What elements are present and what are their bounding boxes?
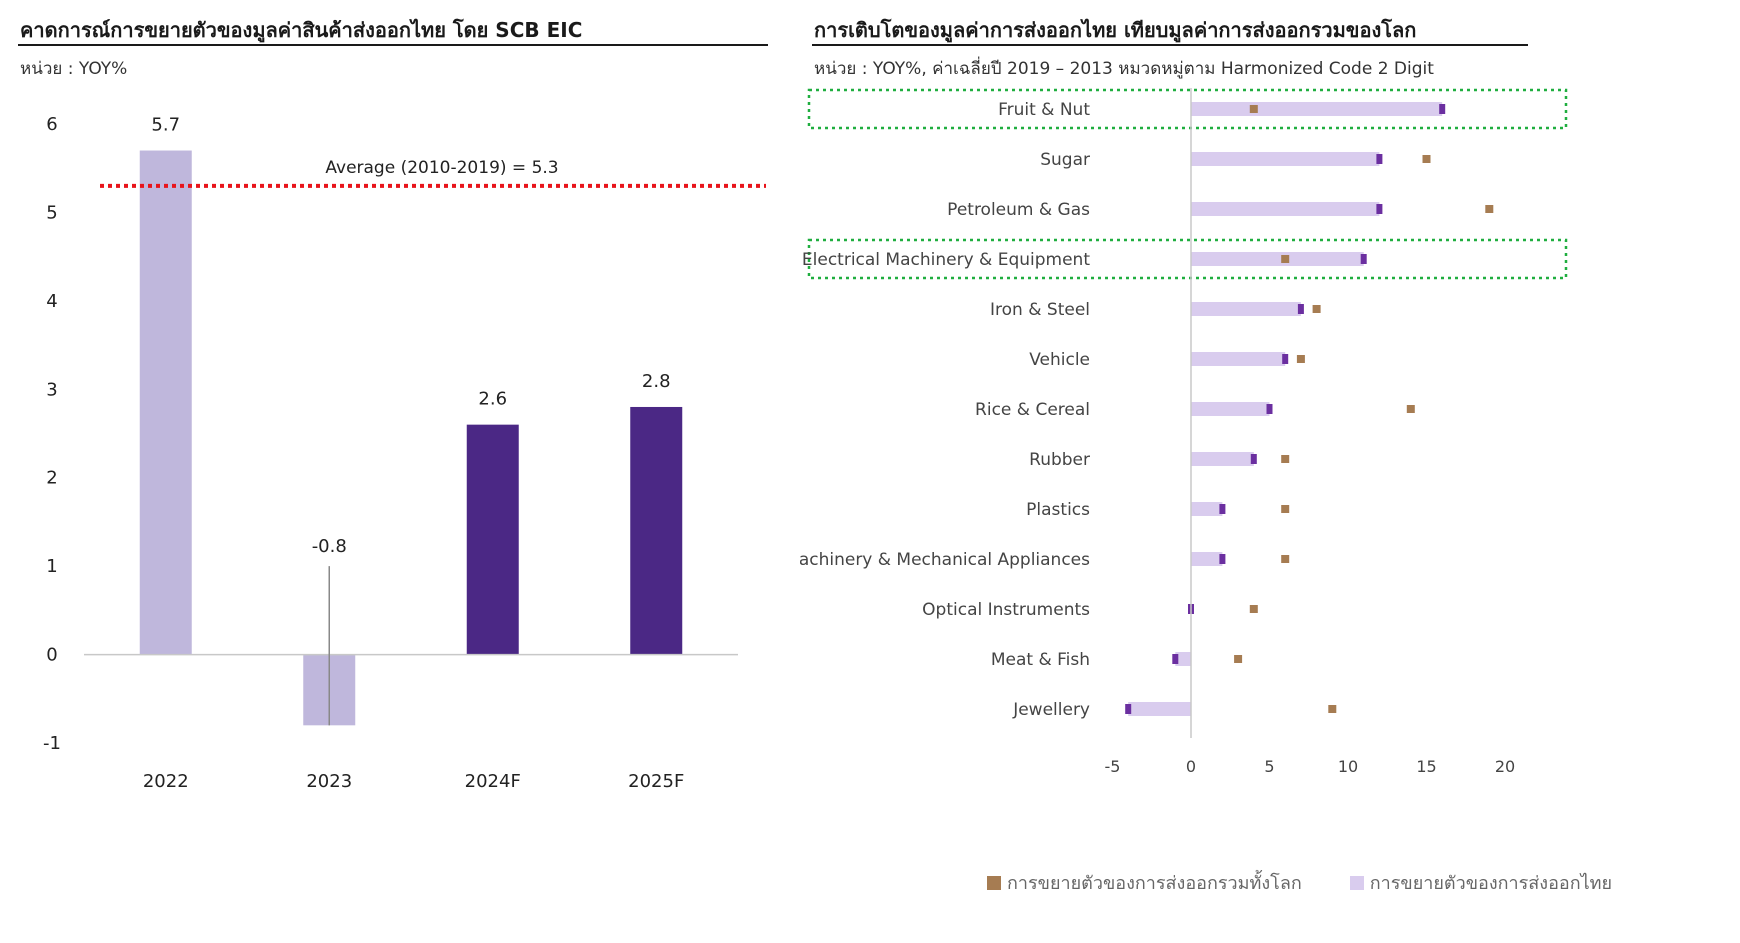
world-marker: [1406, 405, 1415, 413]
y-tick-label: -1: [43, 733, 61, 754]
left-title-underline: [18, 44, 768, 46]
world-marker: [1281, 255, 1290, 263]
category-label: Plastics: [1026, 500, 1090, 520]
y-tick-label: 4: [46, 291, 57, 312]
thai-marker: [1376, 154, 1383, 164]
thai-bar: [1191, 202, 1380, 216]
right-unit-label: หน่วย : YOY%, ค่าเฉลี่ยปี 2019 – 2013 หม…: [814, 59, 1434, 79]
category-label: Rice & Cereal: [975, 400, 1090, 420]
x-tick-label: 5: [1264, 757, 1274, 776]
average-reference-label: Average (2010-2019) = 5.3: [325, 158, 558, 178]
category-label: Fruit & Nut: [998, 100, 1090, 120]
thai-bar: [1191, 152, 1380, 166]
data-label: 5.7: [151, 115, 180, 136]
bar-2024F: [466, 424, 519, 655]
bar-2022: [139, 150, 192, 655]
thai-bar: [1191, 302, 1301, 316]
thai-marker: [1360, 254, 1367, 264]
y-tick-label: 3: [46, 379, 57, 400]
category-label: Iron & Steel: [990, 300, 1090, 320]
world-marker: [1281, 555, 1290, 563]
legend-swatch-world: [987, 875, 1001, 890]
world-marker: [1234, 655, 1243, 663]
thai-bar: [1191, 502, 1223, 516]
right-chart-title: การเติบโตของมูลค่าการส่งออกไทย เทียบมูลค…: [814, 18, 1417, 42]
data-label: 2.6: [478, 389, 507, 410]
world-marker: [1281, 505, 1290, 513]
thai-marker: [1219, 554, 1226, 564]
thai-marker: [1219, 504, 1226, 514]
x-tick-label: 2025F: [628, 771, 684, 792]
thai-bar: [1191, 552, 1223, 566]
y-tick-label: 0: [46, 645, 57, 666]
right-title-underline: [812, 44, 1528, 46]
legend-item-thai: การขยายตัวของการส่งออกไทย: [1349, 868, 1613, 897]
y-tick-label: 2: [46, 468, 57, 489]
world-marker: [1422, 155, 1431, 163]
thai-marker: [1439, 104, 1446, 114]
bar-2025F: [630, 406, 683, 655]
world-marker: [1281, 455, 1290, 463]
right-chart-legend: การขยายตัวของการส่งออกรวมทั้งโลก การขยาย…: [987, 868, 1660, 897]
thai-marker: [1172, 654, 1179, 664]
category-label: Sugar: [1040, 150, 1090, 170]
world-marker: [1485, 205, 1494, 213]
y-tick-label: 6: [46, 114, 57, 135]
thai-bar: [1191, 402, 1270, 416]
world-marker: [1328, 705, 1337, 713]
x-tick-label: 20: [1495, 757, 1515, 776]
data-label: 2.8: [642, 371, 671, 392]
thai-marker: [1266, 404, 1273, 414]
highlight-box: [807, 88, 1568, 130]
thai-marker: [1297, 304, 1304, 314]
highlight-box: [807, 238, 1568, 280]
thai-marker: [1125, 704, 1132, 714]
thai-bar: [1128, 702, 1191, 716]
world-marker: [1312, 305, 1321, 313]
world-marker: [1296, 355, 1305, 363]
thai-bar: [1191, 352, 1286, 366]
export-forecast-bar-chart: -1 0 1 2 3 4 5 6 2022 2023 2024F 2025F 5.7 -0.8 2.6 2.8…: [43, 114, 766, 792]
x-tick-label: 2022: [143, 771, 189, 792]
export-growth-comparison-chart: Fruit & Nut Sugar Petroleum & Gas Electrica…: [800, 88, 1568, 776]
x-tick-label: 15: [1416, 757, 1436, 776]
left-unit-label: หน่วย : YOY%: [20, 59, 128, 79]
y-tick-label: 5: [46, 202, 57, 223]
legend-label-world: การขยายตัวของการส่งออกรวมทั้งโลก: [1007, 873, 1302, 894]
left-chart-title: คาดการณ์การขยายตัวของมูลค่าสินค้าส่งออกไ…: [20, 18, 583, 42]
category-label: Jewellery: [1012, 700, 1090, 720]
thai-bar: [1175, 652, 1191, 666]
thai-marker: [1282, 354, 1289, 364]
thai-bar: [1191, 102, 1443, 116]
world-marker: [1249, 105, 1258, 113]
thai-marker: [1250, 454, 1257, 464]
category-label: Meat & Fish: [991, 650, 1090, 670]
legend-item-world: การขยายตัวของการส่งออกรวมทั้งโลก: [987, 868, 1302, 897]
data-label: -0.8: [312, 536, 347, 557]
x-tick-label: 10: [1338, 757, 1358, 776]
category-label: Petroleum & Gas: [947, 200, 1090, 220]
category-label: Vehicle: [1029, 350, 1090, 370]
y-tick-label: 1: [46, 556, 57, 577]
x-tick-label: 2024F: [465, 771, 521, 792]
legend-swatch-thai: [1349, 875, 1364, 890]
category-label: Rubber: [1029, 450, 1090, 470]
thai-marker: [1376, 204, 1383, 214]
x-tick-label: -5: [1105, 757, 1121, 776]
category-label: Optical Instruments: [922, 600, 1090, 620]
thai-bar: [1191, 252, 1364, 266]
thai-bar: [1191, 452, 1254, 466]
category-label: Machinery & Mechanical Appliances: [800, 550, 1090, 570]
legend-label-thai: การขยายตัวของการส่งออกไทย: [1369, 873, 1613, 894]
x-tick-label: 0: [1186, 757, 1196, 776]
category-label: Electrical Machinery & Equipment: [802, 250, 1090, 270]
x-tick-label: 2023: [306, 771, 352, 792]
world-marker: [1249, 605, 1258, 613]
